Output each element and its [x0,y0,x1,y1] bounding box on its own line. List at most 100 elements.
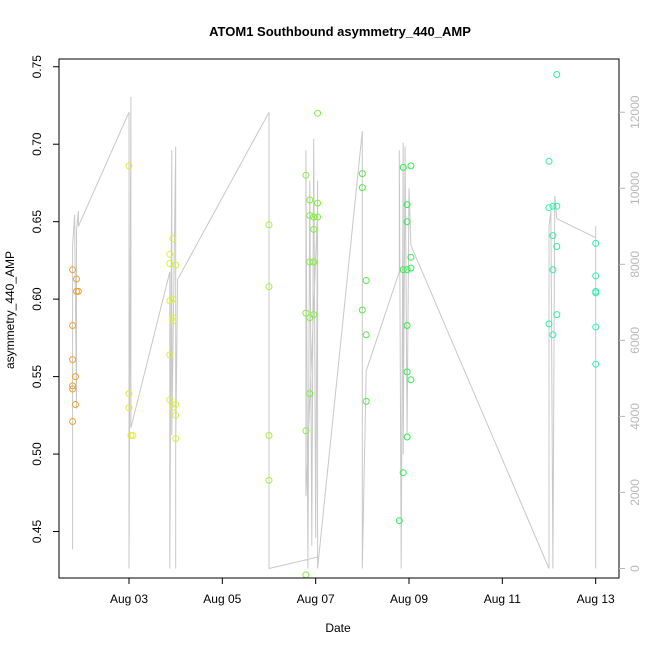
y2-tick-label: 4000 [628,403,642,430]
data-point [125,162,133,170]
data-point [73,287,80,295]
data-point [399,266,407,274]
data-point [592,323,600,331]
points-layer [69,71,600,579]
data-point [310,258,318,266]
y-tick-label: 0.55 [30,365,44,389]
data-point [127,432,135,439]
data-point [125,404,133,412]
data-point [549,331,557,339]
data-point [302,309,310,317]
data-point [399,163,407,171]
data-point [129,432,137,439]
y2-tick-label: 10000 [628,171,642,205]
axes-layer: 0.45 0.50 0.55 0.60 0.65 0.70 0.75 0 2000 4000 600… [30,55,642,606]
line-series-layer [72,96,597,570]
data-point [172,261,180,269]
data-point [314,213,322,221]
y2-tick-label: 2000 [628,479,642,506]
data-point [399,469,407,477]
data-point [72,373,79,381]
x-tick-label: Aug 09 [390,592,428,606]
data-point [592,360,600,368]
data-point [403,201,411,209]
y2-tick-label: 6000 [628,327,642,354]
data-point [407,253,415,261]
data-point [545,320,553,328]
data-point [553,243,561,250]
data-point [362,277,370,284]
data-point [265,221,273,229]
data-point [69,418,77,425]
x-tick-label: Aug 07 [297,592,335,606]
y-tick-label: 0.60 [30,287,44,311]
data-point [310,213,318,221]
y-tick-label: 0.70 [30,132,44,156]
data-point [74,287,82,295]
data-point [549,202,557,210]
data-point [169,317,177,325]
data-point [172,401,180,408]
y2-tick-label: 0 [628,565,642,572]
data-point [166,396,174,404]
data-point [553,311,561,319]
data-point [172,435,180,443]
data-point [73,275,80,283]
x-tick-label: Aug 03 [110,592,148,606]
y2-tick-label: 12000 [628,95,642,129]
data-point [358,306,366,314]
chart-title: ATOM1 Southbound asymmetry_440_AMP [209,24,471,39]
data-point [592,289,600,297]
y-tick-label: 0.65 [30,210,44,234]
x-axis-label: Date [325,621,351,635]
data-point [314,109,322,117]
data-point [69,385,77,393]
x-tick-label: Aug 05 [203,592,241,606]
data-point [592,239,600,247]
data-point [362,397,370,405]
line-series [72,96,597,570]
data-point [314,199,322,207]
y-axis-label: asymmetry_440_AMP [3,251,17,369]
data-point [302,427,310,435]
data-point [169,235,177,243]
data-point [125,390,133,398]
x-tick-label: Aug 11 [484,592,521,606]
data-point [306,390,314,398]
y-tick-label: 0.45 [30,520,44,544]
data-point [358,170,366,178]
data-point [403,368,411,376]
data-point [69,322,77,329]
data-point [169,295,177,303]
data-point [545,204,553,212]
data-point [166,250,174,258]
data-point [302,171,310,179]
data-point [549,266,557,274]
data-point [265,432,273,439]
data-point [407,162,415,170]
data-point [306,258,314,266]
data-point [265,476,273,484]
data-point [403,218,411,226]
data-point [310,225,318,233]
data-point [69,356,77,364]
y2-tick-label: 8000 [628,251,642,278]
data-point [395,517,403,525]
y-tick-label: 0.75 [30,55,44,79]
data-point [72,401,79,408]
data-point [553,71,561,78]
data-point [265,283,273,291]
data-point [358,184,366,192]
data-point [545,157,553,165]
data-point [69,382,77,390]
data-point [407,376,415,384]
data-point [166,351,174,359]
data-point [407,264,415,272]
y-tick-label: 0.50 [30,442,44,466]
data-point [306,196,314,204]
data-point [169,314,177,322]
data-point [403,266,411,274]
data-point [69,266,77,274]
